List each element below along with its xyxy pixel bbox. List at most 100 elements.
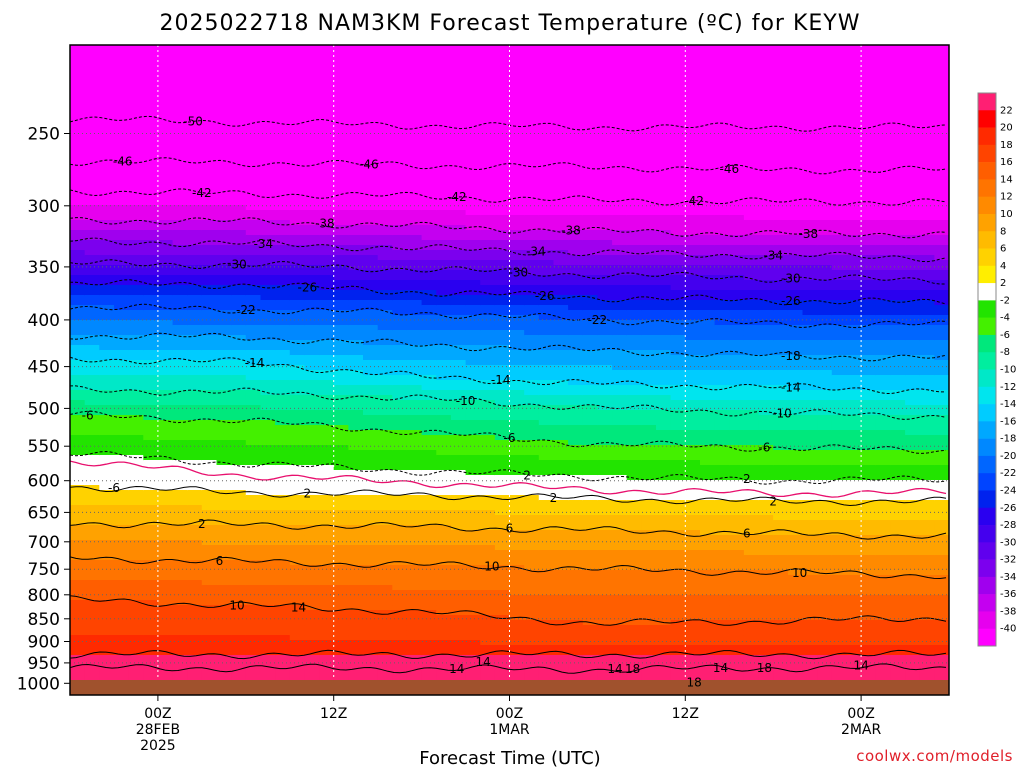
fill-cell-3895 xyxy=(494,670,511,676)
fill-cell-2408 xyxy=(333,385,349,391)
fill-cell-622 xyxy=(128,555,144,561)
fill-cell-786 xyxy=(157,75,174,81)
fill-cell-3350 xyxy=(436,545,452,551)
fill-cell-2243 xyxy=(319,210,335,216)
fill-cell-4132 xyxy=(524,555,540,561)
fill-cell-2939 xyxy=(392,440,408,446)
fill-cell-3788 xyxy=(494,135,511,141)
fill-cell-4516 xyxy=(568,525,584,531)
fill-cell-4693 xyxy=(597,110,613,116)
fill-cell-1573 xyxy=(245,110,262,116)
fill-cell-1418 xyxy=(216,635,232,641)
fill-cell-657 xyxy=(143,80,159,86)
fill-cell-345 xyxy=(99,470,115,476)
fill-cell-189 xyxy=(84,340,100,346)
fill-cell-3153 xyxy=(421,210,437,216)
fill-cell-2973 xyxy=(392,610,408,616)
fill-cell-4245 xyxy=(538,470,555,476)
fill-cell-680 xyxy=(143,195,159,201)
fill-cell-4595 xyxy=(582,270,599,276)
fill-cell-652 xyxy=(143,55,159,61)
fill-cell-3784 xyxy=(494,115,511,121)
fill-cell-3682 xyxy=(480,255,496,261)
fill-cell-2614 xyxy=(363,115,379,121)
fill-cell-4199 xyxy=(538,240,555,246)
fill-cell-1921 xyxy=(275,550,291,556)
fill-cell-3111 xyxy=(406,650,423,656)
fill-cell-2353 xyxy=(333,110,349,116)
fill-cell-972 xyxy=(172,355,188,361)
fill-cell-2227 xyxy=(319,130,335,136)
fill-cell-923 xyxy=(172,110,188,116)
fill-cell-4371 xyxy=(553,450,569,456)
fill-cell-4127 xyxy=(524,530,540,536)
fill-cell-4712 xyxy=(597,205,613,211)
fill-cell-1430 xyxy=(231,45,247,51)
fill-cell-1103 xyxy=(187,360,203,366)
fill-cell-3288 xyxy=(436,235,452,241)
fill-cell-3605 xyxy=(465,520,481,526)
fill-cell-871 xyxy=(157,500,174,506)
fill-cell-1980 xyxy=(289,195,306,201)
fill-cell-4352 xyxy=(553,355,569,361)
fill-cell-1481 xyxy=(231,300,247,306)
fill-cell-739 xyxy=(143,490,159,496)
fill-cell-4857 xyxy=(612,280,628,286)
fill-cell-2455 xyxy=(333,620,349,626)
fill-cell-1180 xyxy=(201,95,218,101)
fill-cell-3031 xyxy=(406,250,423,256)
fill-cell-531 xyxy=(128,100,144,106)
fill-cell-3869 xyxy=(494,540,511,546)
fill-cell-135 xyxy=(84,70,100,76)
fill-cell-822 xyxy=(157,255,174,261)
fill-cell-4633 xyxy=(582,460,599,466)
fill-cell-406 xyxy=(114,125,130,131)
fill-cell-219 xyxy=(84,490,100,496)
fill-cell-4165 xyxy=(538,70,555,76)
fill-cell-4973 xyxy=(626,210,642,216)
fill-cell-4360 xyxy=(553,395,569,401)
fill-cell-3772 xyxy=(494,55,511,61)
fill-cell-4217 xyxy=(538,330,555,336)
fill-cell-1296 xyxy=(201,675,218,681)
fill-cell-746 xyxy=(143,525,159,531)
fill-cell-4252 xyxy=(538,505,555,511)
fill-cell-732 xyxy=(143,455,159,461)
fill-cell-1717 xyxy=(260,180,276,186)
fill-cell-490 xyxy=(114,545,130,551)
fill-cell-1347 xyxy=(216,280,232,286)
fill-cell-1385 xyxy=(216,470,232,476)
fill-cell-3386 xyxy=(450,75,467,81)
fill-cell-2161 xyxy=(304,450,320,456)
fill-cell-806 xyxy=(157,175,174,181)
fill-cell-435 xyxy=(114,270,130,276)
fill-cell-1624 xyxy=(245,365,262,371)
fill-cell-3100 xyxy=(406,595,423,601)
fill-cell-4653 xyxy=(582,560,599,566)
fill-cell-3743 xyxy=(480,560,496,566)
fill-cell-1680 xyxy=(245,645,262,651)
fill-cell-2846 xyxy=(377,625,393,631)
fill-cell-1281 xyxy=(201,600,218,606)
fill-cell-4250 xyxy=(538,495,555,501)
fill-cell-3667 xyxy=(480,180,496,186)
fill-cell-4064 xyxy=(524,215,540,221)
fill-cell-828 xyxy=(157,285,174,291)
fill-cell-4042 xyxy=(524,105,540,111)
fill-cell-3441 xyxy=(450,350,467,356)
fill-cell-2907 xyxy=(392,280,408,286)
fill-cell-6 xyxy=(70,75,86,81)
fill-cell-196 xyxy=(84,375,100,381)
fill-cell-1984 xyxy=(289,215,306,221)
fill-cell-4455 xyxy=(568,220,584,226)
fill-cell-1157 xyxy=(187,630,203,636)
fill-cell-3931 xyxy=(509,200,525,206)
fill-cell-3857 xyxy=(494,480,511,486)
fill-cell-2117 xyxy=(304,230,320,236)
fill-cell-879 xyxy=(157,540,174,546)
fill-cell-796 xyxy=(157,125,174,131)
fill-cell-2282 xyxy=(319,405,335,411)
fill-cell-945 xyxy=(172,220,188,226)
fill-cell-4094 xyxy=(524,365,540,371)
fill-cell-1065 xyxy=(187,170,203,176)
